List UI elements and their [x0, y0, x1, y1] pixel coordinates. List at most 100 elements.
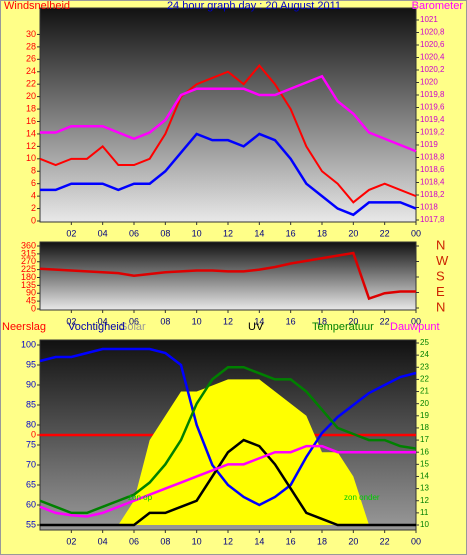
plot-area: [39, 7, 417, 223]
x-tick-label: 10: [192, 228, 202, 238]
y-tick-label: 10: [26, 153, 36, 163]
y-tick-label: 14: [26, 128, 36, 138]
y-tick-label: 100: [21, 339, 36, 349]
y3-tick-label: 0: [31, 429, 36, 439]
x-tick-label: 22: [380, 316, 390, 326]
y2-tick-label: S: [436, 268, 445, 283]
y2-tick-label: 1017,8: [420, 215, 445, 224]
y2-tick-label: W: [436, 253, 449, 268]
y2-tick-label: 20: [420, 399, 429, 408]
x-tick-label: 14: [254, 316, 264, 326]
x-tick-label: 04: [98, 316, 108, 326]
y2-tick-label: 1018,4: [420, 178, 445, 187]
x-tick-label: 00: [411, 536, 421, 546]
y-tick-label: 80: [26, 419, 36, 429]
x-tick-label: 16: [286, 536, 296, 546]
y2-tick-label: 24: [420, 350, 429, 359]
y-tick-label: 225: [21, 264, 36, 274]
line: [39, 251, 416, 301]
y2-tick-label: 1018: [420, 203, 438, 212]
y2-tick-label: 13: [420, 484, 429, 493]
x-tick-label: 16: [286, 228, 296, 238]
x-tick-label: 06: [129, 536, 139, 546]
y2-tick-label: N: [436, 299, 445, 314]
line: [39, 347, 417, 507]
y-tick-label: 16: [26, 116, 36, 126]
y-tick-label: 135: [21, 280, 36, 290]
x-tick-label: 12: [223, 316, 233, 326]
y2-tick-label: 1020,8: [420, 28, 445, 37]
y2-tick-label: 1020: [420, 78, 438, 87]
y2-tick-label: 14: [420, 472, 429, 481]
y-tick-label: 2: [31, 203, 36, 213]
y2-tick-label: 16: [420, 447, 429, 456]
line: [40, 74, 417, 153]
y-tick-label: 0: [31, 215, 36, 225]
y2-tick-label: 1019,8: [420, 90, 445, 99]
legend-label: Neerslag: [2, 321, 46, 333]
y2-tick-label: 1018,8: [420, 153, 445, 162]
y-tick-label: 6: [31, 178, 36, 188]
line: [40, 438, 416, 527]
x-tick-label: 00: [411, 316, 421, 326]
x-tick-label: 14: [254, 536, 264, 546]
y-tick-label: 4: [31, 191, 36, 201]
y-tick-label: 315: [21, 248, 36, 258]
y-tick-label: 0: [31, 303, 36, 313]
y-tick-label: 90: [26, 288, 36, 298]
y2-tick-label: 12: [420, 496, 429, 505]
line: [39, 444, 416, 518]
y-axis-label: Windsnelheid: [4, 0, 70, 12]
x-tick-label: 08: [160, 228, 170, 238]
x-tick-label: 20: [348, 316, 358, 326]
line: [39, 63, 417, 204]
y2-tick-label: 23: [420, 362, 429, 371]
x-tick-label: 18: [317, 316, 327, 326]
y-tick-label: 28: [26, 41, 36, 51]
y2-tick-label: 1019,4: [420, 115, 445, 124]
x-tick-label: 08: [160, 316, 170, 326]
x-tick-label: 02: [66, 316, 76, 326]
annotation: zon onder: [344, 493, 380, 502]
annotation: zon op: [128, 493, 153, 502]
y2-tick-label: 1021: [420, 15, 438, 24]
y-tick-label: 18: [26, 103, 36, 113]
y-tick-label: 60: [26, 499, 36, 509]
x-tick-label: 14: [254, 228, 264, 238]
x-tick-label: 06: [129, 228, 139, 238]
y-tick-label: 85: [26, 399, 36, 409]
x-tick-label: 20: [348, 228, 358, 238]
legend-label: UV: [248, 321, 264, 333]
y2-tick-label: 1019,6: [420, 103, 445, 112]
x-tick-label: 10: [192, 536, 202, 546]
y-tick-label: 26: [26, 54, 36, 64]
x-tick-label: 06: [129, 316, 139, 326]
y2-tick-label: 21: [420, 387, 429, 396]
y2-tick-label: 25: [420, 338, 429, 347]
y2-axis-label: Barometer: [412, 0, 464, 12]
x-tick-label: 22: [380, 536, 390, 546]
y-tick-label: 55: [26, 519, 36, 529]
y-tick-label: 20: [26, 91, 36, 101]
x-tick-label: 22: [380, 228, 390, 238]
y2-tick-label: 1020,6: [420, 40, 445, 49]
y2-tick-label: N: [436, 237, 445, 252]
x-tick-label: 12: [223, 536, 233, 546]
y-tick-label: 95: [26, 359, 36, 369]
x-tick-label: 08: [160, 536, 170, 546]
y-tick-label: 12: [26, 141, 36, 151]
x-tick-label: 18: [317, 536, 327, 546]
y2-tick-label: 22: [420, 375, 429, 384]
y2-tick-label: 10: [420, 520, 429, 529]
y-tick-label: 22: [26, 79, 36, 89]
x-tick-label: 02: [66, 228, 76, 238]
y-tick-label: 75: [26, 439, 36, 449]
y2-tick-label: 1020,2: [420, 65, 445, 74]
plot-area: [39, 241, 417, 311]
x-tick-label: 10: [192, 316, 202, 326]
y-tick-label: 24: [26, 66, 36, 76]
legend-label: Solar: [120, 321, 146, 333]
legend-label: Temperatuur: [312, 321, 374, 333]
line: [40, 132, 417, 217]
y-tick-label: 70: [26, 459, 36, 469]
